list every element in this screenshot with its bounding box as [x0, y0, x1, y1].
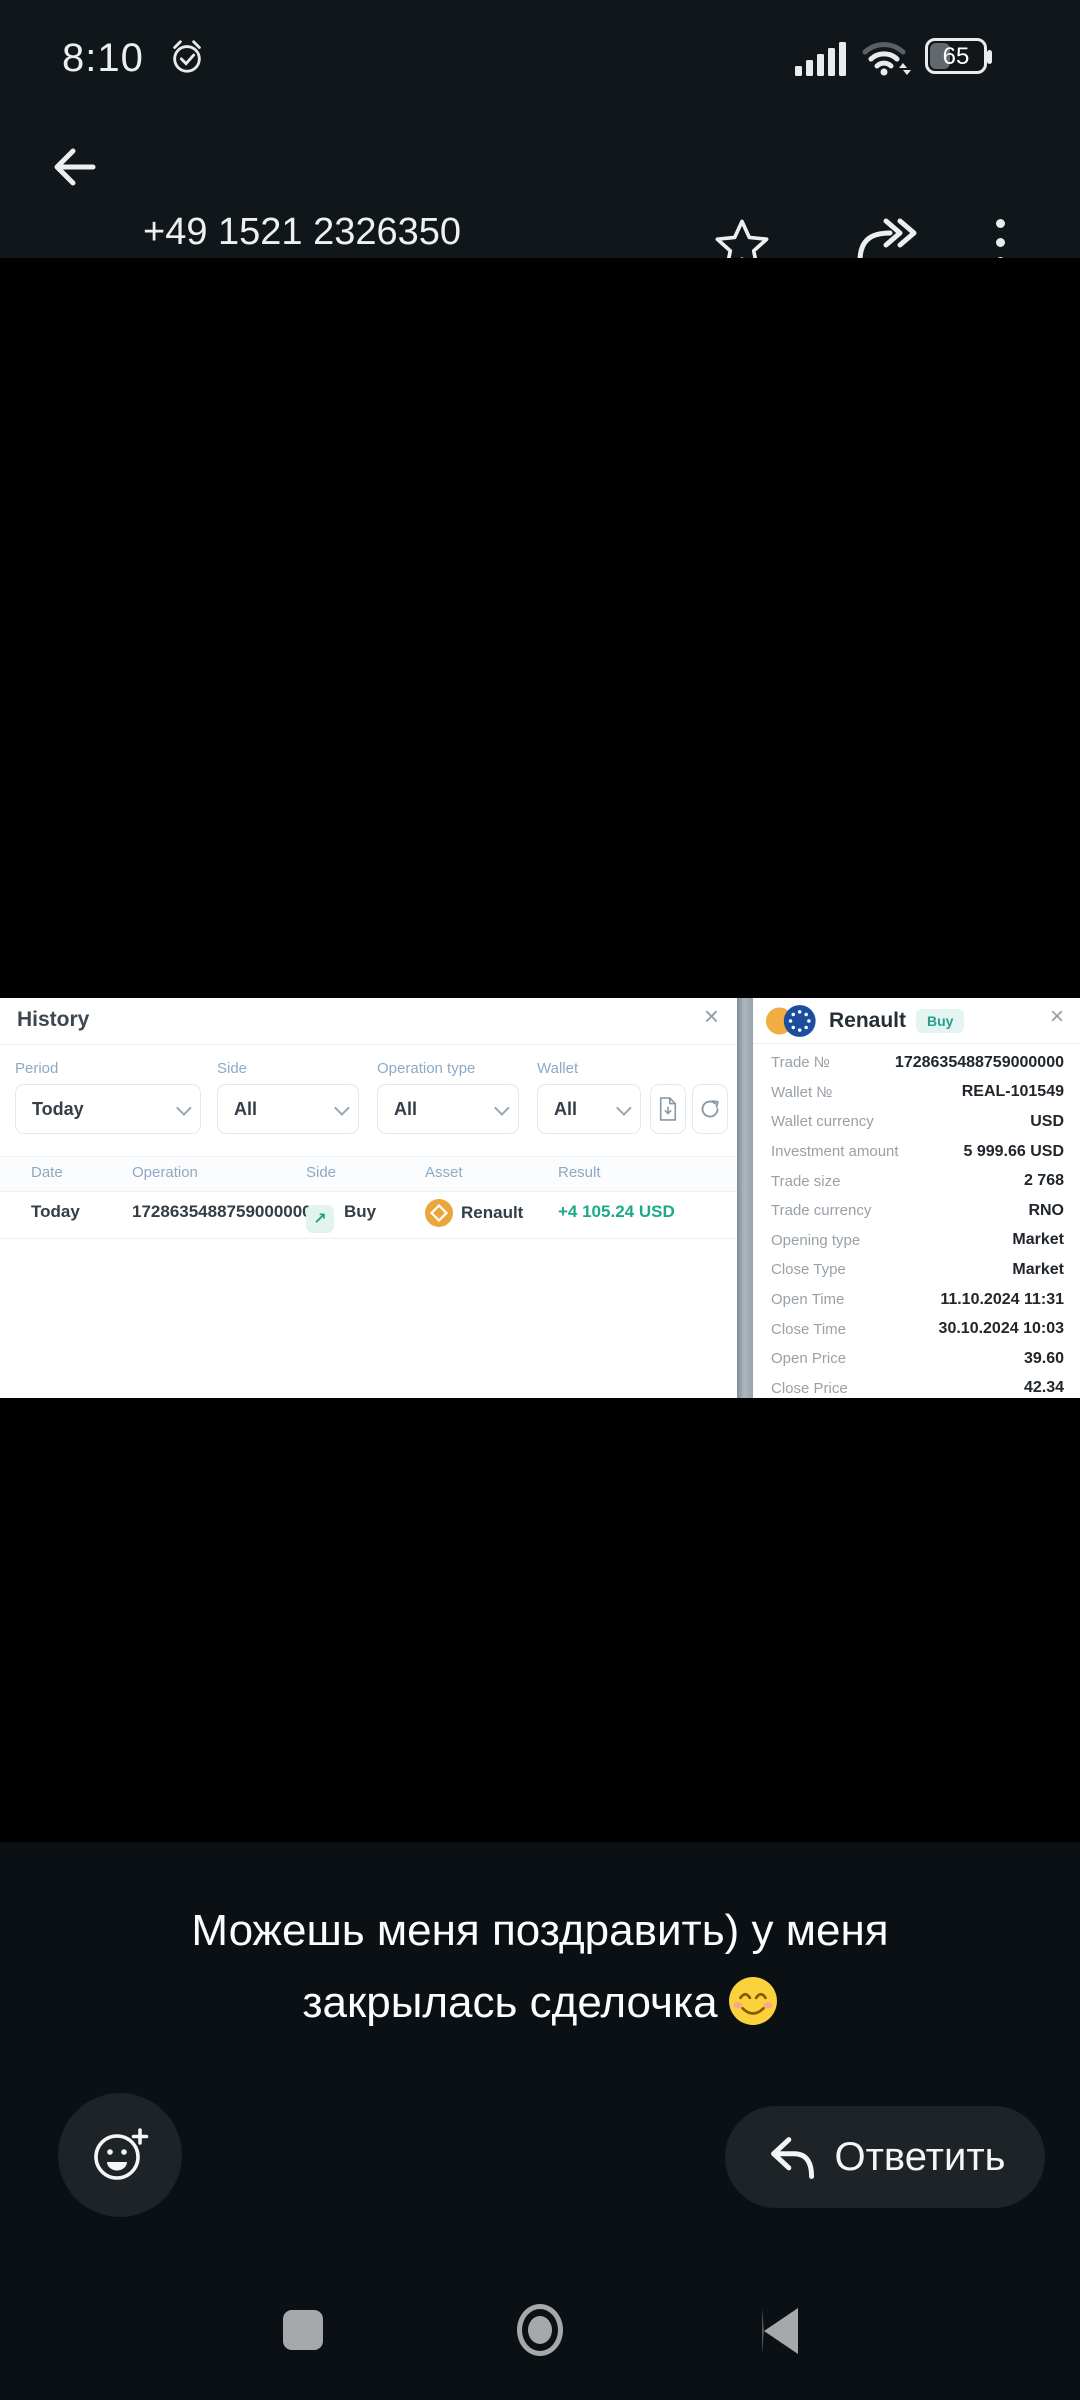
- period-dropdown[interactable]: Today: [15, 1084, 201, 1134]
- detail-row: Trade currency RNO: [771, 1201, 1064, 1220]
- smiling-face-emoji: [728, 1977, 777, 2025]
- divider: [0, 1044, 737, 1045]
- detail-row: Opening type Market: [771, 1231, 1064, 1249]
- caption-line1: Можешь меня поздравить) у меня: [191, 1906, 889, 1955]
- battery-percent: 65: [942, 43, 970, 70]
- trade-details-panel: Renault Buy × Trade № 1728635488759000000…: [753, 998, 1080, 1398]
- home-button[interactable]: [517, 2304, 563, 2356]
- trading-screenshot: History × Period Side Operation type Wal…: [0, 998, 1080, 1398]
- panel-divider[interactable]: [737, 998, 753, 1398]
- cell-side: ↗ Buy: [306, 1202, 376, 1233]
- chevron-down-icon: [494, 1099, 510, 1116]
- chevron-down-icon: [334, 1099, 350, 1116]
- detail-row: Wallet № REAL-101549: [771, 1083, 1064, 1101]
- filter-label-operation-type: Operation type: [377, 1060, 476, 1077]
- asset-market-icon: [765, 1004, 816, 1037]
- filter-label-side: Side: [217, 1060, 248, 1077]
- battery-indicator: 65: [925, 38, 992, 74]
- detail-row: Wallet currency USD: [771, 1112, 1064, 1131]
- side-badge: Buy: [916, 1008, 965, 1033]
- cell-date: Today: [31, 1202, 80, 1221]
- cell-operation: 1728635488759000000: [132, 1202, 312, 1221]
- history-table-header: Date Operation Side Asset Result: [0, 1156, 737, 1192]
- chevron-down-icon: [176, 1099, 192, 1116]
- side-dropdown[interactable]: All: [217, 1084, 359, 1134]
- buy-arrow-icon: ↗: [306, 1205, 334, 1233]
- clock: 8:10: [62, 36, 144, 80]
- history-close-icon[interactable]: ×: [698, 1000, 725, 1033]
- chevron-down-icon: [616, 1099, 632, 1116]
- cell-asset: Renault: [425, 1199, 523, 1227]
- status-bar: 8:10 65: [0, 0, 1080, 85]
- dot: [996, 238, 1005, 247]
- export-button[interactable]: [650, 1084, 686, 1134]
- detail-row: Trade № 1728635488759000000: [771, 1053, 1064, 1072]
- history-panel: History × Period Side Operation type Wal…: [0, 998, 737, 1398]
- reply-button[interactable]: Ответить: [725, 2106, 1045, 2208]
- trade-asset-name: Renault: [829, 1008, 907, 1032]
- history-title: History: [17, 1008, 90, 1031]
- trade-detail-rows: Trade № 1728635488759000000 Wallet № REAL-…: [753, 1048, 1080, 1398]
- reply-arrow-icon: [770, 2137, 814, 2179]
- detail-row: Close Price 42.34: [771, 1379, 1064, 1397]
- chat-header: +49 1521 2326350 30 октября, 12:11: [0, 85, 1080, 298]
- cell-result: +4 105.24 USD: [558, 1202, 675, 1221]
- wallet-dropdown[interactable]: All: [537, 1084, 641, 1134]
- renault-coin-icon: [425, 1199, 453, 1227]
- dot: [996, 219, 1005, 228]
- refresh-icon: [701, 1100, 719, 1118]
- arrow-left-icon: [54, 148, 96, 185]
- add-reaction-button[interactable]: [58, 2093, 182, 2217]
- refresh-button[interactable]: [692, 1084, 728, 1134]
- emoji-add-icon: [94, 2128, 149, 2180]
- table-row[interactable]: Today 1728635488759000000 ↗ Buy Renault +…: [0, 1190, 737, 1239]
- photo-viewer[interactable]: History × Period Side Operation type Wal…: [0, 258, 1080, 1842]
- filter-label-wallet: Wallet: [537, 1060, 579, 1077]
- alarm-icon: [173, 40, 201, 73]
- nav-back-button[interactable]: [762, 2308, 798, 2354]
- home-dot: [528, 2316, 552, 2344]
- export-file-icon: [659, 1097, 677, 1121]
- reply-label: Ответить: [834, 2134, 1006, 2179]
- operation-type-dropdown[interactable]: All: [377, 1084, 519, 1134]
- contact-phone-number[interactable]: +49 1521 2326350: [143, 211, 462, 253]
- signal-strength-icon: [795, 42, 846, 76]
- detail-row: Investment amount 5 999.66 USD: [771, 1142, 1064, 1161]
- android-nav-bar: [0, 2280, 1080, 2400]
- detail-row: Close Type Market: [771, 1260, 1064, 1279]
- back-button[interactable]: [40, 133, 110, 203]
- detail-row: Trade size 2 768: [771, 1172, 1064, 1190]
- forward-button[interactable]: [852, 215, 922, 270]
- detail-row: Open Time 11.10.2024 11:31: [771, 1290, 1064, 1309]
- detail-row: Open Price 39.60: [771, 1349, 1064, 1368]
- wifi-icon: [862, 42, 911, 76]
- trade-panel-close-icon[interactable]: ×: [1044, 1002, 1070, 1032]
- message-caption: Можешь меня поздравить) у меня закрылась…: [0, 1895, 1080, 2039]
- trade-panel-header: Renault Buy: [753, 998, 1080, 1044]
- filter-label-period: Period: [15, 1060, 59, 1077]
- forward-icon: [857, 218, 917, 264]
- detail-row: Close Time 30.10.2024 10:03: [771, 1320, 1064, 1338]
- caption-line2: закрылась сделочка: [0, 1967, 1080, 2039]
- recents-button[interactable]: [283, 2310, 323, 2350]
